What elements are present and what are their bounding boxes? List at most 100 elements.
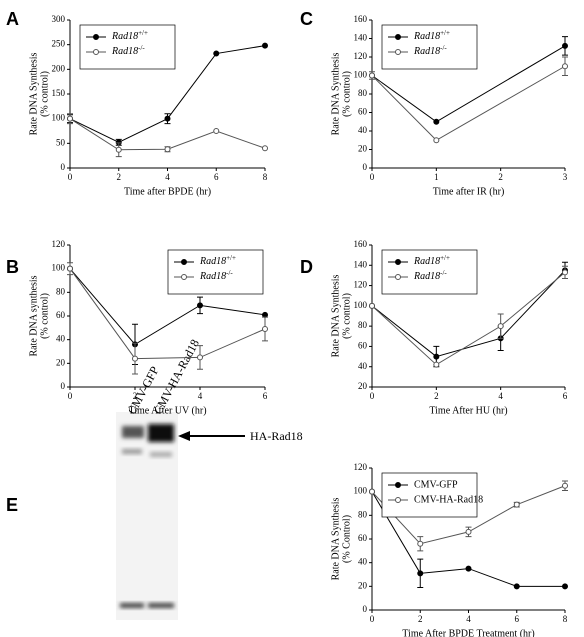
data-point — [433, 118, 440, 125]
data-point — [562, 269, 568, 276]
y-tick-label: 140 — [354, 33, 368, 43]
y-tick-label: 200 — [52, 63, 66, 73]
data-point — [562, 42, 568, 49]
y-tick-label: 80 — [56, 286, 66, 296]
y-tick-label: 60 — [358, 340, 368, 350]
y-axis-label: (% Control) — [341, 515, 352, 563]
x-tick-label: 2 — [418, 614, 423, 624]
chart: 0 20 40 60 80 100 120 0 2 4 6 Time After UV (hr) Rat… — [6, 239, 268, 416]
y-axis-label: (% control) — [39, 71, 50, 117]
x-tick-label: 4 — [165, 172, 170, 182]
y-tick-label: 0 — [61, 162, 66, 172]
data-point — [433, 361, 440, 368]
y-tick-label: 0 — [61, 381, 66, 391]
y-tick-label: 160 — [354, 239, 368, 249]
legend-marker — [395, 274, 401, 280]
y-tick-label: 40 — [358, 361, 368, 371]
y-tick-label: 250 — [52, 39, 66, 49]
legend-marker — [181, 259, 187, 265]
y-tick-label: 100 — [354, 70, 368, 80]
panel-letter: B — [6, 257, 19, 277]
legend-box — [381, 249, 478, 295]
data-point — [562, 482, 568, 489]
x-tick-label: 6 — [214, 172, 219, 182]
x-tick-label: 0 — [370, 391, 375, 401]
x-axis-label: Time After BPDE Treatment (hr) — [402, 628, 534, 637]
panel-letter: C — [300, 9, 313, 29]
y-tick-label: 140 — [354, 259, 368, 269]
legend-marker — [395, 34, 401, 40]
legend-label: Rad18-/- — [111, 44, 145, 58]
x-tick-label: 0 — [370, 172, 375, 182]
y-tick-label: 0 — [363, 162, 368, 172]
y-tick-label: 80 — [358, 320, 368, 330]
legend-marker — [395, 259, 401, 265]
y-axis-label: (% control) — [341, 293, 352, 339]
y-tick-label: 80 — [358, 509, 368, 519]
data-point — [417, 570, 424, 577]
blot-band — [120, 603, 144, 608]
y-tick-label: 20 — [358, 580, 368, 590]
data-point — [67, 265, 73, 272]
legend-label: CMV-GFP — [414, 479, 458, 490]
legend-marker — [93, 34, 99, 40]
y-tick-label: 120 — [354, 462, 368, 472]
y-axis-label: (% control) — [341, 71, 352, 117]
legend-label: Rad18+/+ — [413, 254, 450, 268]
y-axis-label: Rate DNA Synthesis — [28, 53, 39, 136]
chart: 0 20 40 60 80 100 120 0 2 4 6 8 Time After BPDE Trea… — [330, 462, 568, 637]
y-tick-label: 100 — [52, 113, 66, 123]
data-point — [262, 311, 268, 318]
data-point — [67, 115, 73, 122]
blot-band — [148, 424, 174, 442]
y-tick-label: 100 — [354, 486, 368, 496]
chart: 0 50 100 150 200 250 300 0 2 4 6 8 Time after BPDE (… — [6, 9, 268, 197]
data-point — [164, 146, 171, 153]
legend-marker — [395, 49, 401, 55]
data-point — [197, 302, 203, 309]
legend-marker — [181, 274, 187, 280]
y-tick-label: 80 — [358, 88, 368, 98]
y-tick-label: 0 — [363, 604, 368, 614]
series-line — [371, 272, 566, 366]
blot-band — [150, 452, 172, 457]
data-point — [465, 528, 472, 535]
x-tick-label: 0 — [68, 391, 73, 401]
legend-marker — [395, 497, 401, 503]
blot-membrane — [116, 412, 178, 620]
y-tick-label: 300 — [52, 14, 66, 24]
data-point — [262, 145, 268, 152]
data-point — [262, 326, 268, 333]
data-point — [433, 137, 440, 144]
x-tick-label: 6 — [515, 614, 520, 624]
x-tick-label: 2 — [133, 391, 138, 401]
legend-marker — [93, 49, 99, 55]
x-tick-label: 2 — [117, 172, 122, 182]
y-axis-label: Rate DNA synthesis — [28, 275, 39, 356]
data-point — [562, 583, 568, 590]
blot-band — [148, 603, 174, 608]
y-tick-label: 40 — [56, 334, 66, 344]
data-point — [132, 355, 138, 362]
x-tick-label: 3 — [563, 172, 568, 182]
x-axis-label: Time after IR (hr) — [433, 186, 505, 197]
legend-box — [167, 249, 264, 295]
data-point — [369, 72, 375, 79]
y-tick-label: 20 — [358, 381, 368, 391]
x-tick-label: 4 — [498, 391, 503, 401]
data-point — [513, 583, 520, 590]
y-tick-label: 60 — [56, 310, 66, 320]
y-tick-label: 120 — [354, 51, 368, 61]
y-tick-label: 150 — [52, 88, 66, 98]
legend-label: Rad18+/+ — [111, 29, 148, 43]
data-point — [562, 63, 568, 70]
data-point — [417, 540, 424, 547]
x-tick-label: 6 — [563, 391, 568, 401]
x-tick-label: 0 — [370, 614, 375, 624]
y-axis-label: (% control) — [39, 293, 50, 339]
x-tick-label: 8 — [263, 172, 268, 182]
data-point — [465, 565, 472, 572]
data-point — [115, 146, 122, 153]
panel-letter: A — [6, 9, 19, 29]
